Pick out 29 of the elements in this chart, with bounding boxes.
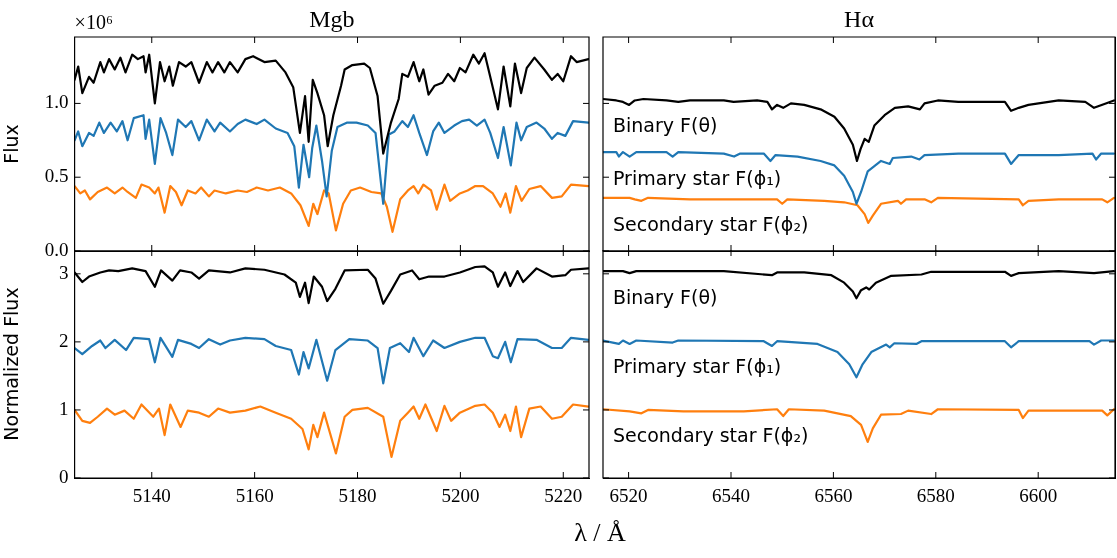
series-label: Binary F(θ) [613, 113, 718, 136]
series-label: Secondary star F(ϕ₂) [613, 212, 809, 235]
x-tick-label: 5160 [235, 485, 274, 507]
chart-title: Mgb [309, 6, 355, 32]
series-label: Primary star F(ϕ₁) [613, 355, 782, 378]
x-tick-label: 6520 [609, 485, 648, 507]
x-tick-label: 5140 [132, 485, 171, 507]
x-tick-label: 6540 [712, 485, 750, 507]
y-tick-label: 3 [59, 261, 69, 283]
chart-title: Hα [844, 6, 875, 32]
x-tick-label: 5180 [338, 485, 377, 507]
x-axis-title: λ / Å [573, 518, 627, 548]
x-tick-label: 5220 [544, 485, 583, 507]
y-tick-label: 0 [59, 465, 69, 487]
series-label: Binary F(θ) [613, 286, 718, 309]
y-tick-label: 1.0 [44, 91, 69, 113]
x-tick-label: 5200 [441, 485, 480, 507]
x-tick-label: 6580 [916, 485, 955, 507]
text: ×10⁶ [74, 11, 113, 33]
x-tick-label: 6560 [814, 485, 853, 507]
y-tick-label: 2 [59, 329, 69, 351]
y-axis-title: Flux [0, 124, 23, 164]
series-label: Secondary star F(ϕ₂) [613, 424, 809, 447]
y-tick-label: 0.0 [44, 238, 69, 260]
y-tick-label: 0.5 [44, 165, 69, 187]
y-axis-title: Normalized Flux [0, 287, 23, 441]
series-label: Primary star F(ϕ₁) [613, 167, 782, 190]
y-tick-label: 1 [59, 397, 69, 419]
x-tick-label: 6600 [1019, 485, 1058, 507]
